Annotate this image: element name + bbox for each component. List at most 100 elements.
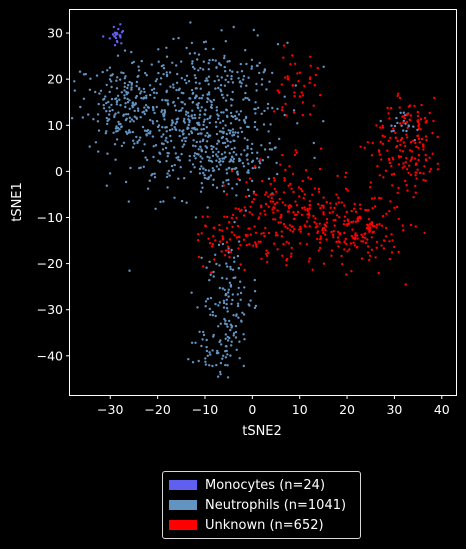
point-neutrophils xyxy=(162,64,165,67)
point-unknown xyxy=(269,200,272,203)
point-neutrophils xyxy=(229,328,232,332)
point-neutrophils xyxy=(220,153,224,156)
point-neutrophils xyxy=(105,110,108,113)
point-neutrophils xyxy=(207,159,211,162)
point-neutrophils xyxy=(192,139,195,142)
point-unknown xyxy=(282,44,286,47)
point-neutrophils xyxy=(230,77,233,81)
point-unknown xyxy=(344,237,347,241)
point-unknown xyxy=(271,208,274,211)
point-unknown xyxy=(416,110,419,114)
point-unknown xyxy=(269,182,272,186)
point-neutrophils xyxy=(234,330,238,334)
point-neutrophils xyxy=(232,334,235,337)
point-unknown xyxy=(228,256,231,259)
point-neutrophils xyxy=(219,370,222,374)
point-unknown xyxy=(283,176,286,180)
point-unknown xyxy=(346,218,349,221)
point-neutrophils xyxy=(105,130,108,133)
point-unknown xyxy=(322,231,325,235)
point-neutrophils xyxy=(177,36,180,40)
point-neutrophils xyxy=(212,275,215,278)
point-neutrophils xyxy=(231,167,234,171)
point-unknown xyxy=(298,195,301,198)
point-unknown xyxy=(367,228,370,231)
point-neutrophils xyxy=(211,314,215,317)
point-neutrophils xyxy=(322,120,325,123)
point-unknown xyxy=(375,240,379,244)
point-neutrophils xyxy=(233,220,236,224)
point-unknown xyxy=(418,141,421,144)
point-unknown xyxy=(306,209,309,212)
point-unknown xyxy=(373,205,377,208)
point-unknown xyxy=(293,227,296,231)
point-unknown xyxy=(307,232,310,236)
point-neutrophils xyxy=(201,338,204,341)
point-unknown xyxy=(424,158,428,161)
point-unknown xyxy=(290,252,293,255)
point-neutrophils xyxy=(104,132,108,135)
point-unknown xyxy=(293,111,296,114)
point-neutrophils xyxy=(224,145,228,149)
point-unknown xyxy=(213,258,216,261)
point-neutrophils xyxy=(246,153,249,156)
point-neutrophils xyxy=(268,142,271,145)
point-neutrophils xyxy=(116,76,119,79)
point-unknown xyxy=(238,236,241,239)
point-neutrophils xyxy=(208,260,211,263)
point-neutrophils xyxy=(217,86,220,90)
point-neutrophils xyxy=(106,152,109,155)
point-unknown xyxy=(322,206,325,209)
point-neutrophils xyxy=(218,130,222,133)
point-neutrophils xyxy=(117,111,120,114)
point-neutrophils xyxy=(404,122,407,125)
point-neutrophils xyxy=(191,127,194,130)
point-unknown xyxy=(283,179,286,182)
point-neutrophils xyxy=(242,78,245,81)
y-tick-label: −30 xyxy=(37,302,63,317)
point-unknown xyxy=(417,123,421,126)
point-neutrophils xyxy=(207,98,210,101)
point-neutrophils xyxy=(255,82,258,86)
point-neutrophils xyxy=(124,102,127,105)
point-neutrophils xyxy=(222,299,226,302)
point-neutrophils xyxy=(123,96,126,100)
point-neutrophils xyxy=(267,156,270,159)
point-neutrophils xyxy=(296,122,299,125)
point-neutrophils xyxy=(229,122,233,125)
point-neutrophils xyxy=(184,113,188,116)
point-unknown xyxy=(368,226,372,229)
point-unknown xyxy=(406,189,409,192)
point-neutrophils xyxy=(227,288,230,291)
point-neutrophils xyxy=(208,364,211,367)
point-unknown xyxy=(406,126,409,129)
point-neutrophils xyxy=(110,97,114,101)
point-neutrophils xyxy=(159,77,163,80)
point-neutrophils xyxy=(247,188,250,191)
point-neutrophils xyxy=(220,93,224,97)
point-unknown xyxy=(396,94,399,98)
point-neutrophils xyxy=(139,116,142,119)
point-neutrophils xyxy=(190,41,194,45)
point-unknown xyxy=(282,222,286,226)
point-unknown xyxy=(394,131,397,134)
point-neutrophils xyxy=(230,340,233,343)
point-neutrophils xyxy=(149,93,152,97)
point-unknown xyxy=(330,230,333,234)
point-neutrophils xyxy=(159,152,162,155)
point-unknown xyxy=(356,217,359,221)
point-neutrophils xyxy=(200,128,203,131)
point-neutrophils xyxy=(205,266,208,269)
point-neutrophils xyxy=(215,106,218,109)
point-neutrophils xyxy=(219,121,222,124)
point-neutrophils xyxy=(99,89,103,93)
point-unknown xyxy=(353,237,356,241)
point-unknown xyxy=(330,249,334,252)
point-neutrophils xyxy=(145,94,148,98)
point-neutrophils xyxy=(235,117,239,120)
point-neutrophils xyxy=(158,129,161,132)
point-unknown xyxy=(265,252,268,256)
point-neutrophils xyxy=(137,65,140,68)
point-neutrophils xyxy=(129,166,132,170)
point-neutrophils xyxy=(250,67,253,70)
